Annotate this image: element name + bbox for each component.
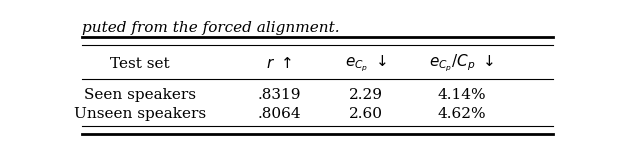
Text: 4.62%: 4.62%	[438, 107, 486, 121]
Text: Unseen speakers: Unseen speakers	[74, 107, 206, 121]
Text: $r$ $\uparrow$: $r$ $\uparrow$	[267, 56, 292, 71]
Text: .8319: .8319	[257, 88, 301, 102]
Text: puted from the forced alignment.: puted from the forced alignment.	[82, 21, 340, 35]
Text: 2.60: 2.60	[349, 107, 383, 121]
Text: $e_{C_p}/C_p$ $\downarrow$: $e_{C_p}/C_p$ $\downarrow$	[430, 53, 494, 74]
Text: Seen speakers: Seen speakers	[84, 88, 196, 102]
Text: Test set: Test set	[110, 57, 170, 71]
Text: 4.14%: 4.14%	[438, 88, 486, 102]
Text: .8064: .8064	[257, 107, 301, 121]
Text: 2.29: 2.29	[349, 88, 383, 102]
Text: $e_{C_p}$ $\downarrow$: $e_{C_p}$ $\downarrow$	[345, 54, 387, 74]
